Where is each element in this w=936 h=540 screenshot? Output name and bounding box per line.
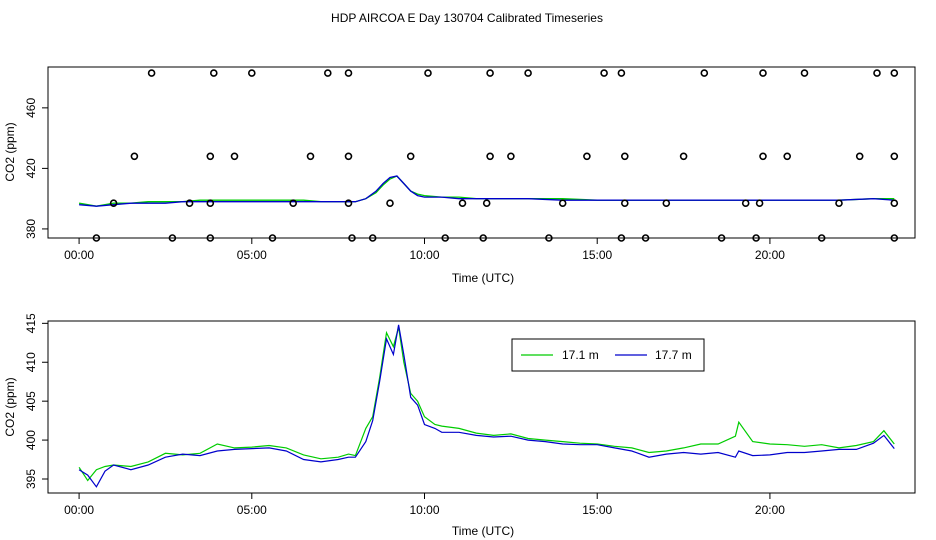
reference-point	[109, 199, 118, 207]
reference-point	[323, 69, 332, 77]
reference-point	[486, 152, 494, 161]
reference-point	[458, 199, 467, 207]
series-line-17-7-m	[78, 324, 895, 488]
top-x-axis: 00:00 05:00 10:00 15:00 20:00	[64, 237, 785, 262]
reference-point	[306, 152, 315, 161]
reference-point	[600, 69, 608, 77]
reference-point	[890, 234, 899, 242]
reference-point	[406, 152, 415, 161]
reference-point	[855, 152, 864, 161]
reference-point	[289, 199, 298, 207]
top-x-tick-label: 05:00	[237, 248, 267, 262]
top-ambient-lines	[78, 175, 895, 207]
reference-point	[620, 199, 629, 207]
reference-point	[486, 69, 494, 77]
series-line-17-1-m	[78, 327, 895, 482]
reference-point	[344, 69, 353, 77]
bottom-y-tick-label: 410	[24, 352, 38, 372]
reference-point	[386, 199, 394, 207]
top-reference-points	[92, 69, 899, 242]
reference-point	[741, 199, 750, 207]
reference-point	[344, 199, 353, 207]
bottom-y-axis-label: CO2 (ppm)	[3, 377, 17, 436]
top-plot-frame	[47, 66, 916, 239]
reference-point	[662, 199, 671, 207]
bottom-x-tick-label: 10:00	[409, 503, 439, 517]
bottom-x-tick-label: 00:00	[64, 503, 94, 517]
reference-point	[783, 152, 792, 161]
reference-point	[524, 69, 532, 77]
reference-point	[147, 69, 156, 77]
bottom-x-tick-label: 20:00	[755, 503, 785, 517]
reference-point	[759, 152, 767, 161]
reference-point	[890, 199, 899, 207]
top-x-tick-label: 00:00	[64, 248, 94, 262]
reference-point	[679, 152, 688, 161]
bottom-x-axis-label: Time (UTC)	[452, 524, 514, 538]
reference-point	[248, 69, 256, 77]
reference-point	[130, 152, 139, 161]
legend-label-17-7m: 17.7 m	[655, 348, 692, 362]
top-y-tick-label: 460	[24, 98, 38, 118]
top-series-line-1	[79, 175, 895, 207]
bottom-plot-frame	[47, 320, 916, 494]
figure-title: HDP AIRCOA E Day 130704 Calibrated Times…	[331, 11, 603, 25]
reference-point	[817, 234, 826, 242]
reference-point	[759, 69, 767, 77]
bottom-panel: 00:00 05:00 10:00 15:00 20:00 395 400 405 410 41…	[3, 313, 916, 538]
reference-point	[558, 199, 567, 207]
bottom-x-tick-label: 05:00	[237, 503, 267, 517]
reference-point	[620, 152, 629, 161]
reference-point	[185, 199, 194, 207]
top-y-axis-label: CO2 (ppm)	[3, 122, 17, 181]
reference-point	[890, 69, 899, 77]
reference-point	[424, 69, 432, 77]
bottom-y-tick-label: 395	[24, 469, 38, 489]
bottom-y-axis: 395 400 405 410 415	[24, 313, 49, 489]
bottom-series-lines	[78, 324, 895, 488]
bottom-y-tick-label: 400	[24, 430, 38, 450]
reference-point	[230, 152, 239, 161]
legend: 17.1 m 17.7 m	[511, 338, 705, 372]
top-y-axis: 380 420 460	[24, 98, 49, 239]
reference-point	[873, 69, 881, 77]
reference-point	[583, 152, 591, 161]
reference-point	[344, 152, 353, 161]
top-x-tick-label: 10:00	[409, 248, 439, 262]
reference-point	[835, 199, 843, 207]
reference-point	[800, 69, 809, 77]
top-x-tick-label: 15:00	[582, 248, 612, 262]
reference-point	[482, 199, 491, 207]
bottom-y-tick-label: 415	[24, 313, 38, 333]
bottom-x-axis: 00:00 05:00 10:00 15:00 20:00	[64, 492, 785, 517]
top-y-tick-label: 380	[24, 219, 38, 239]
top-x-axis-label: Time (UTC)	[452, 271, 514, 285]
top-panel: 00:00 05:00 10:00 15:00 20:00 380 420 460 Time…	[3, 66, 916, 285]
bottom-x-tick-label: 15:00	[582, 503, 612, 517]
reference-point	[206, 152, 215, 161]
top-y-tick-label: 420	[24, 158, 38, 178]
reference-point	[755, 199, 764, 207]
top-x-tick-label: 20:00	[755, 248, 785, 262]
bottom-y-tick-label: 405	[24, 391, 38, 411]
reference-point	[700, 69, 709, 77]
legend-label-17-1m: 17.1 m	[562, 348, 599, 362]
reference-point	[507, 152, 515, 161]
reference-point	[890, 152, 899, 161]
reference-point	[206, 199, 215, 207]
reference-point	[210, 69, 218, 77]
reference-point	[617, 69, 626, 77]
